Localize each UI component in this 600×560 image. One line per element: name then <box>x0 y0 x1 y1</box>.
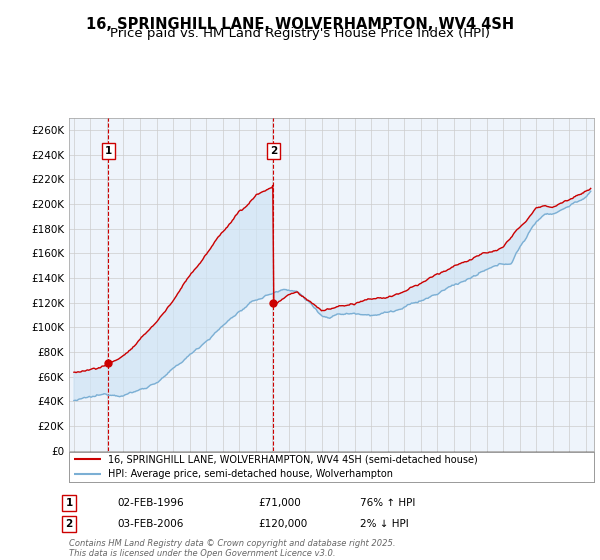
Text: 1: 1 <box>65 498 73 508</box>
Text: 2% ↓ HPI: 2% ↓ HPI <box>360 519 409 529</box>
Text: £120,000: £120,000 <box>258 519 307 529</box>
Text: 2: 2 <box>65 519 73 529</box>
Text: £71,000: £71,000 <box>258 498 301 508</box>
Text: 76% ↑ HPI: 76% ↑ HPI <box>360 498 415 508</box>
Text: Price paid vs. HM Land Registry's House Price Index (HPI): Price paid vs. HM Land Registry's House … <box>110 27 490 40</box>
Text: 1: 1 <box>104 146 112 156</box>
Text: 02-FEB-1996: 02-FEB-1996 <box>117 498 184 508</box>
Text: HPI: Average price, semi-detached house, Wolverhampton: HPI: Average price, semi-detached house,… <box>109 469 394 479</box>
Text: 16, SPRINGHILL LANE, WOLVERHAMPTON, WV4 4SH (semi-detached house): 16, SPRINGHILL LANE, WOLVERHAMPTON, WV4 … <box>109 455 478 464</box>
Text: Contains HM Land Registry data © Crown copyright and database right 2025.
This d: Contains HM Land Registry data © Crown c… <box>69 539 395 558</box>
Text: 2: 2 <box>270 146 277 156</box>
Text: 03-FEB-2006: 03-FEB-2006 <box>117 519 184 529</box>
Text: 16, SPRINGHILL LANE, WOLVERHAMPTON, WV4 4SH: 16, SPRINGHILL LANE, WOLVERHAMPTON, WV4 … <box>86 17 514 32</box>
